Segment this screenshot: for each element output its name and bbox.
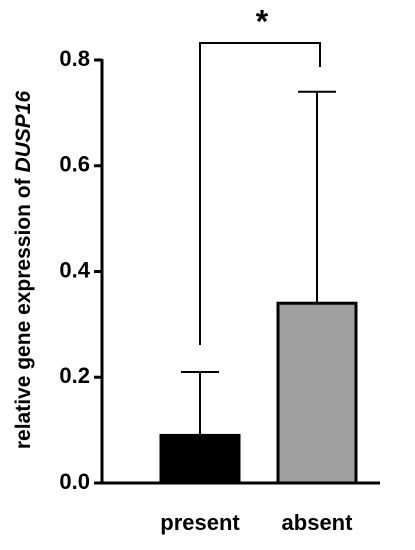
y-tick-label: 0.6 [59, 152, 90, 177]
y-tick-label: 0.8 [59, 46, 90, 71]
significance-label: * [256, 3, 269, 39]
bar [159, 433, 241, 485]
significance-bracket [199, 42, 321, 345]
x-tick-label: present [160, 510, 240, 535]
y-tick-label: 0.4 [59, 257, 90, 282]
y-axis-label-gene: DUSP16 [12, 91, 35, 173]
bar [276, 301, 358, 485]
y-axis-label-text: relative gene expression of [12, 177, 35, 449]
x-tick-label: absent [282, 510, 354, 535]
y-tick-label: 0.0 [59, 469, 90, 494]
y-tick-label: 0.2 [59, 363, 90, 388]
y-axis-label: relative gene expression of DUSP16 [12, 91, 35, 450]
